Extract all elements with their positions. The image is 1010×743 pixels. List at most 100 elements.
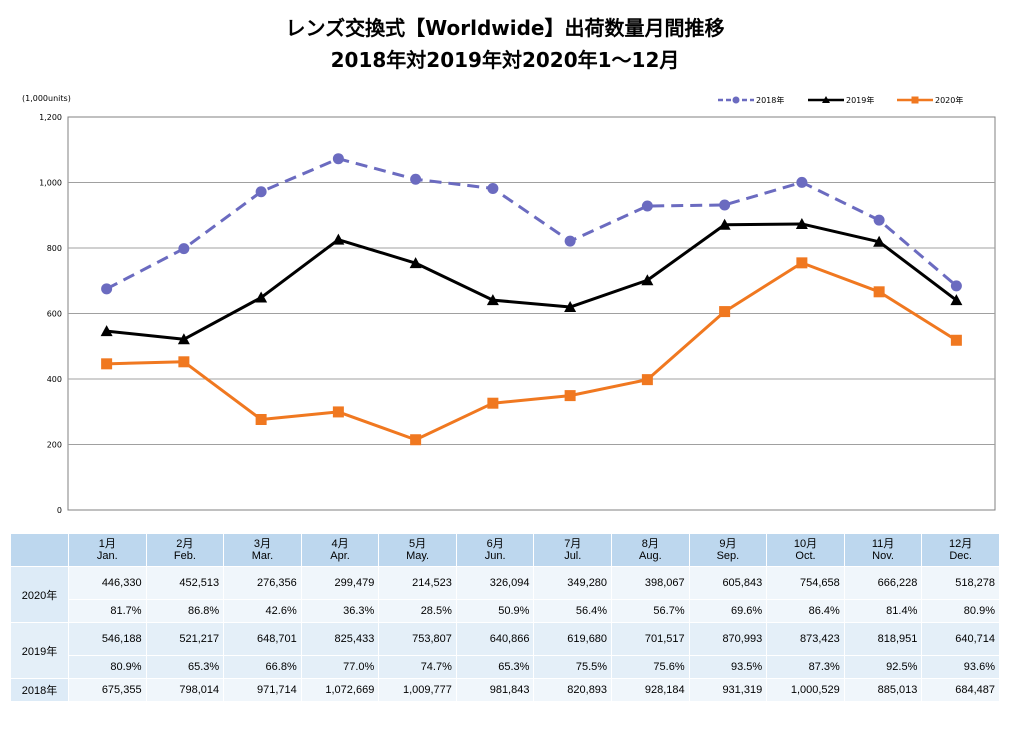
month-header: 3月 Mar. [223, 533, 302, 567]
units-cell: 798,014 [145, 678, 225, 702]
percent-cell: 28.5% [378, 599, 457, 623]
units-cell: 684,487 [921, 678, 1000, 702]
data-point [177, 333, 190, 345]
percent-cell: 75.5% [533, 655, 613, 679]
row-year-label: 2018年 [10, 678, 69, 702]
data-point [950, 280, 962, 292]
data-point [101, 358, 113, 370]
month-header: 4月 Apr. [300, 533, 380, 567]
data-point [796, 176, 808, 188]
table-row: 80.9% 65.3% 66.8% 77.0% 74.7% 65.3% 75.5% 75.6%… [11, 655, 1000, 679]
y-tick-label: 0 [57, 506, 62, 515]
units-cell: 818,951 [843, 622, 923, 656]
legend-marker [732, 96, 740, 104]
data-point [564, 390, 576, 402]
percent-cell: 81.4% [843, 599, 923, 623]
month-header: 2月 Feb. [145, 533, 225, 567]
units-cell: 619,680 [533, 622, 613, 656]
data-point [178, 356, 190, 368]
units-cell: 518,278 [921, 566, 1000, 600]
data-point [641, 200, 653, 212]
units-cell: 299,479 [300, 566, 380, 600]
percent-cell: 66.8% [223, 655, 302, 679]
y-tick-label: 400 [47, 375, 62, 384]
units-cell: 873,423 [766, 622, 845, 656]
series-line-2019年 [106, 222, 958, 341]
units-cell: 648,701 [223, 622, 302, 656]
percent-cell: 77.0% [300, 655, 380, 679]
data-point [873, 214, 885, 226]
percent-cell: 86.4% [766, 599, 845, 623]
units-cell: 753,807 [378, 622, 457, 656]
units-cell: 1,009,777 [378, 678, 457, 702]
data-point [410, 434, 422, 446]
units-cell: 981,843 [455, 678, 535, 702]
units-cell: 349,280 [533, 566, 613, 600]
data-table: 1月 Jan. 2月 Feb. 3月 Mar. 4月 Apr. 5月 May. 6月 Jun. 7月 Ju… [10, 533, 1000, 702]
row-year-label: 2020年 [10, 566, 69, 623]
percent-cell: 74.7% [378, 655, 457, 679]
percent-cell: 81.7% [68, 599, 147, 623]
units-cell: 971,714 [223, 678, 302, 702]
data-point [718, 218, 731, 230]
table-row: 2019年 546,188 521,217 648,701 825,433 753,807… [10, 622, 1000, 679]
series-line-2020年 [106, 261, 958, 442]
data-point [950, 334, 962, 346]
units-cell: 605,843 [688, 566, 768, 600]
percent-cell: 92.5% [843, 655, 923, 679]
data-point [641, 274, 654, 286]
table-body: 2020年 446,330 452,513 276,356 299,479 214,523… [10, 566, 1000, 702]
percent-cell: 56.4% [533, 599, 613, 623]
percent-cell: 65.3% [145, 655, 225, 679]
percent-cell: 80.9% [921, 599, 1000, 623]
row-year-label: 2019年 [10, 622, 69, 679]
month-header: 1月 Jan. [68, 533, 147, 567]
data-point [487, 182, 499, 194]
units-cell: 1,072,669 [300, 678, 380, 702]
y-tick-label: 200 [47, 441, 62, 450]
units-cell: 276,356 [223, 566, 302, 600]
units-cell: 1,000,529 [766, 678, 845, 702]
data-point [950, 294, 963, 306]
percent-cell: 56.7% [611, 599, 690, 623]
month-header: 9月 Sep. [688, 533, 768, 567]
units-cell: 870,993 [688, 622, 768, 656]
month-header: 10月 Oct. [766, 533, 845, 567]
data-point [332, 233, 345, 245]
units-cell: 398,067 [611, 566, 690, 600]
data-point [101, 283, 113, 295]
data-point [332, 406, 344, 418]
data-point [410, 173, 422, 185]
legend-marker [822, 96, 830, 103]
chart-title-line1: レンズ交換式【Worldwide】出荷数量月間推移 [285, 16, 725, 40]
units-cell: 521,217 [145, 622, 225, 656]
data-point [564, 235, 576, 247]
percent-cell: 42.6% [223, 599, 302, 623]
y-tick-label: 1,200 [39, 113, 62, 122]
table-corner-cell [10, 533, 69, 567]
chart-title-line2: 2018年対2019年対2020年1～12月 [330, 48, 680, 72]
data-point [795, 217, 808, 229]
percent-cell: 87.3% [766, 655, 845, 679]
line-chart: 0 200 400 600 800 1,000 1,200 (1,000units) 2018年… [22, 94, 996, 515]
data-point [178, 243, 190, 255]
table-row: 81.7% 86.8% 42.6% 36.3% 28.5% 50.9% 56.4% 56.7%… [11, 599, 1000, 623]
data-point [255, 413, 267, 425]
legend-label: 2018年 [756, 95, 784, 105]
month-header: 6月 Jun. [455, 533, 535, 567]
units-cell: 885,013 [843, 678, 923, 702]
units-cell: 326,094 [455, 566, 535, 600]
month-header: 5月 May. [378, 533, 457, 567]
data-point [100, 325, 113, 337]
units-cell: 825,433 [300, 622, 380, 656]
data-point [719, 199, 731, 211]
percent-cell: 86.8% [145, 599, 225, 623]
month-header: 11月 Nov. [843, 533, 923, 567]
units-cell: 546,188 [68, 622, 147, 656]
units-cell: 452,513 [145, 566, 225, 600]
units-cell: 928,184 [611, 678, 690, 702]
data-point [486, 294, 499, 306]
y-tick-label: 600 [47, 310, 62, 319]
table-row: 2020年 446,330 452,513 276,356 299,479 214,523… [10, 566, 1000, 623]
data-point [641, 374, 653, 386]
